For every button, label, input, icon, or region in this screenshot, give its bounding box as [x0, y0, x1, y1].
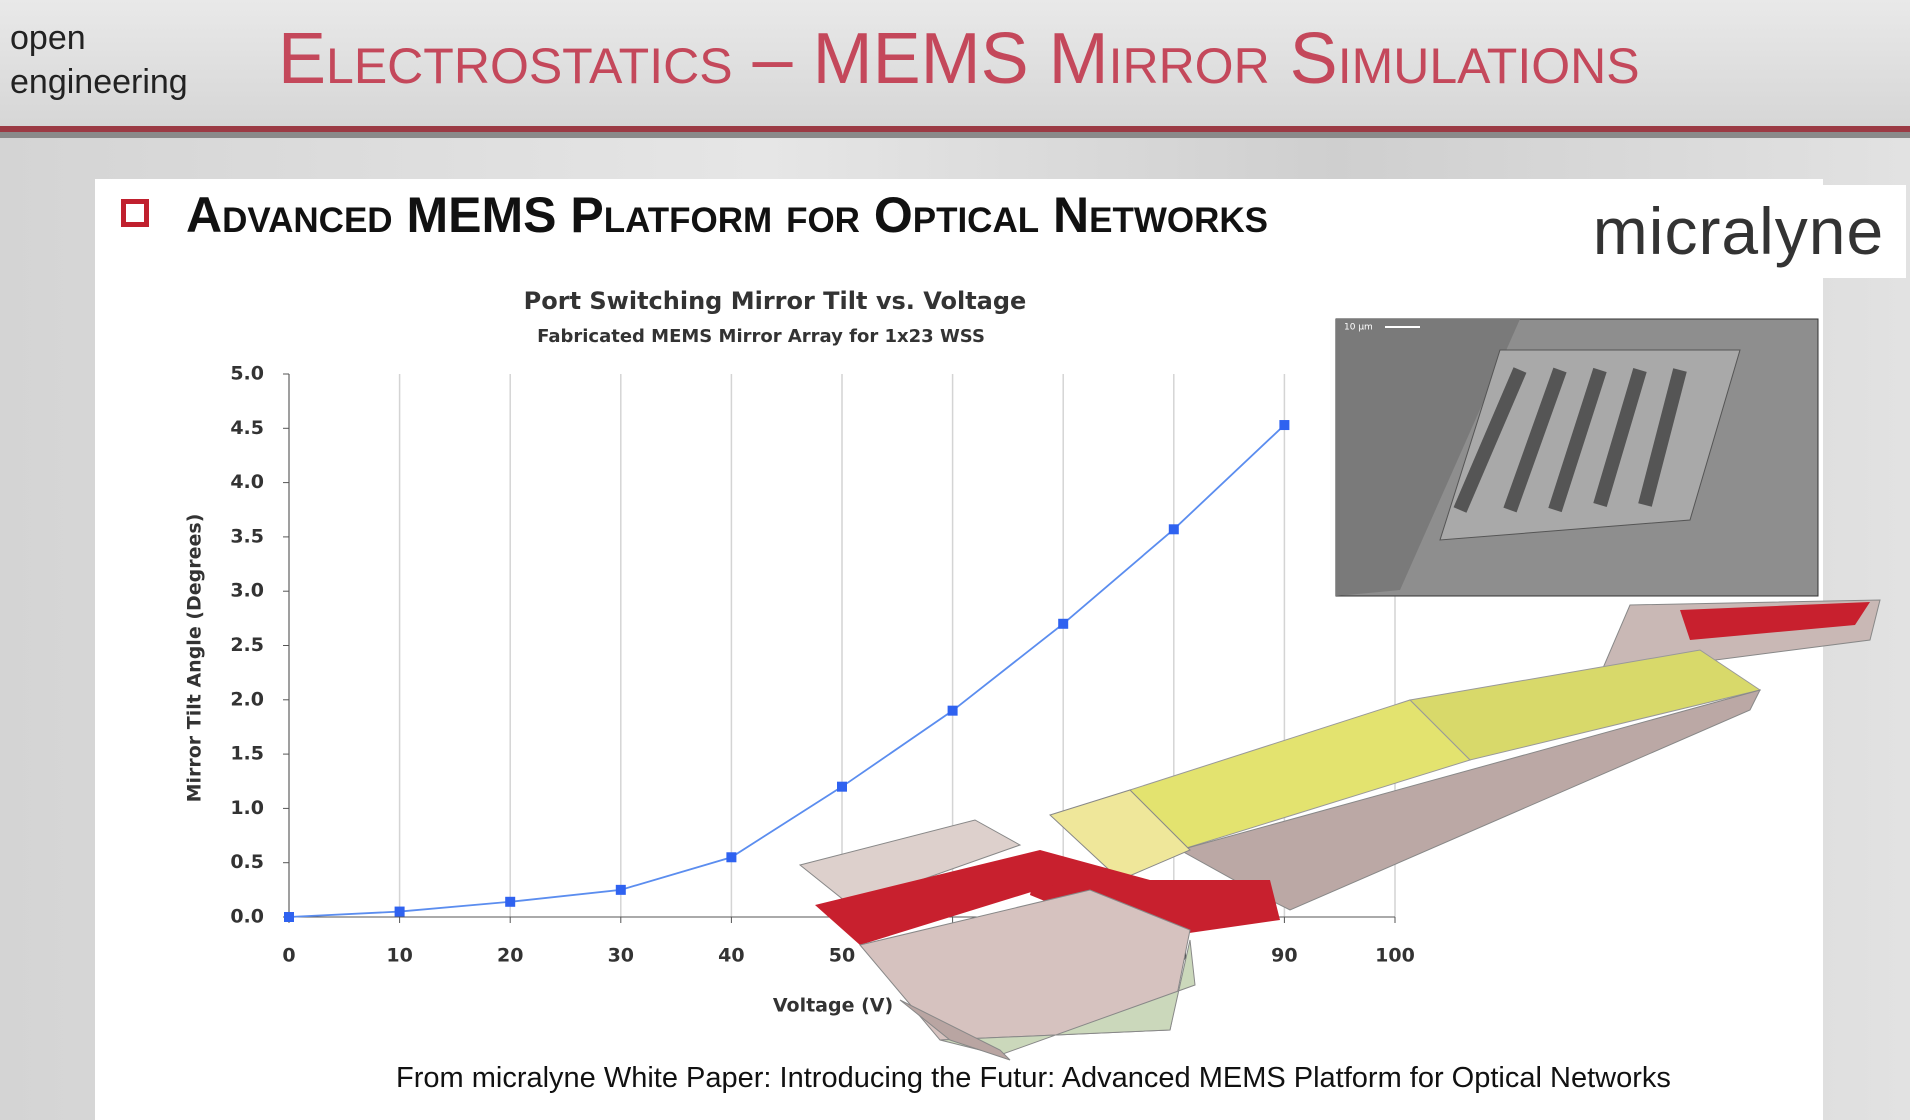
y-axis-label: Mirror Tilt Angle (Degrees) [184, 514, 206, 803]
data-point [837, 781, 847, 792]
data-point [615, 884, 626, 895]
sem-image: 10 µm [1335, 318, 1819, 597]
slide-title: Electrostatics – MEMS Mirror Simulations [278, 19, 1640, 99]
caption: From micralyne White Paper: Introducing … [396, 1062, 1671, 1094]
x-tick-label: 90 [1271, 945, 1297, 967]
data-point [947, 705, 958, 716]
brand: open engineering [10, 19, 188, 101]
x-tick-label: 10 [386, 945, 412, 967]
layer [1049, 789, 1191, 881]
header-bar [0, 0, 1910, 128]
layer [1680, 602, 1870, 640]
y-tick-label: 2.5 [230, 634, 264, 656]
y-tick-label: 4.0 [230, 471, 264, 493]
x-tick-label: 0 [282, 945, 295, 967]
y-tick-label: 3.0 [230, 580, 264, 602]
x-tick-label: 50 [829, 945, 855, 967]
header-rule [0, 126, 1910, 132]
x-tick-label: 100 [1375, 945, 1415, 967]
data-point [1279, 420, 1290, 431]
chart-title: Port Switching Mirror Tilt vs. Voltage [524, 287, 1027, 315]
layer [798, 819, 1022, 906]
logo: micralyne [1571, 185, 1906, 278]
y-tick-label: 1.5 [230, 743, 264, 765]
y-tick-label: 2.0 [230, 688, 264, 710]
section-title: Advanced MEMS Platform for Optical Netwo… [186, 187, 1268, 243]
y-tick-label: 3.5 [230, 525, 264, 547]
x-axis-label: Voltage (V) [773, 995, 893, 1017]
chart-subtitle: Fabricated MEMS Mirror Array for 1x23 WS… [537, 326, 985, 347]
data-point [726, 852, 737, 863]
x-tick-label: 40 [718, 945, 744, 967]
data-point [394, 906, 405, 917]
sem-shape [1336, 319, 1520, 596]
data-point [505, 896, 516, 907]
sem-scale-label: 10 µm [1344, 323, 1373, 333]
y-tick-label: 0.5 [230, 851, 264, 873]
header-rule [0, 132, 1910, 138]
data-point [284, 912, 294, 922]
y-tick-label: 5.0 [230, 363, 264, 385]
y-tick-label: 4.5 [230, 417, 264, 439]
series-line [288, 424, 1286, 918]
layer [815, 850, 1070, 945]
y-tick-label: 1.0 [230, 797, 264, 819]
layer [899, 999, 1011, 1061]
x-tick-label: 20 [497, 945, 523, 967]
data-point [1058, 618, 1069, 629]
sem-fingers [1453, 367, 1687, 513]
layer [859, 889, 1191, 1041]
x-tick-label: 30 [608, 945, 634, 967]
mems-render [798, 599, 1881, 1061]
bullet-box [121, 199, 149, 227]
y-tick-label: 0.0 [230, 906, 264, 928]
data-point [1168, 524, 1179, 535]
